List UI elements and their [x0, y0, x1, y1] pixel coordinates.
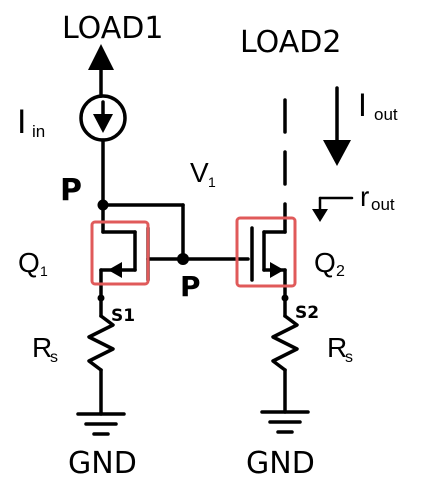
svg-text:1: 1: [40, 263, 48, 279]
svg-text:I: I: [358, 87, 367, 123]
svg-text:out: out: [371, 195, 395, 214]
resistor-rs-right: [271, 314, 299, 414]
s2-label: S2: [295, 303, 319, 323]
rout-arrow-icon: [312, 196, 354, 222]
svg-text:I: I: [17, 103, 26, 141]
q1-highlight-box: [90, 220, 150, 286]
load2-label: LOAD2: [240, 25, 341, 60]
ground-left-icon: [76, 412, 126, 436]
svg-text:Q: Q: [314, 247, 336, 278]
q2-label: Q 2: [314, 247, 345, 280]
node-s1: [97, 294, 105, 302]
node-p-gate: [177, 253, 189, 265]
q2-highlight-box: [235, 216, 297, 288]
svg-text:V: V: [190, 157, 209, 188]
svg-text:R: R: [32, 332, 52, 363]
svg-text:1: 1: [208, 174, 216, 190]
iin-label: I in: [17, 103, 45, 141]
node-p-top: [97, 199, 109, 211]
q2-transistor: [235, 216, 297, 298]
iout-label: I out: [358, 87, 398, 124]
q1-transistor: [90, 220, 185, 286]
svg-text:s: s: [50, 349, 58, 366]
svg-text:R: R: [327, 332, 347, 363]
node-s2: [281, 294, 289, 318]
gnd-right-label: GND: [246, 446, 315, 481]
resistor-rs-left: [87, 314, 115, 416]
left-wires: [99, 138, 185, 318]
svg-text:in: in: [32, 122, 45, 141]
rout-label: r out: [360, 181, 395, 214]
s1-label: S1: [111, 306, 135, 326]
gnd-left-label: GND: [68, 446, 137, 481]
iout-arrow-icon: [323, 86, 351, 166]
load1-label: LOAD1: [62, 11, 163, 46]
svg-text:r: r: [360, 181, 369, 212]
rs-right-label: R s: [327, 332, 353, 366]
v1-label: V 1: [190, 157, 216, 190]
rs-left-label: R s: [32, 332, 58, 366]
load1-arrow: [88, 44, 114, 98]
q1-label: Q 1: [18, 247, 48, 279]
ground-right-icon: [260, 410, 310, 434]
p-gate-label: P: [180, 270, 201, 303]
svg-text:Q: Q: [18, 247, 40, 278]
p-top-label: P: [60, 173, 82, 208]
svg-text:s: s: [345, 349, 353, 366]
svg-text:2: 2: [336, 263, 345, 280]
svg-text:out: out: [374, 105, 398, 124]
current-source-iin: [79, 94, 127, 142]
